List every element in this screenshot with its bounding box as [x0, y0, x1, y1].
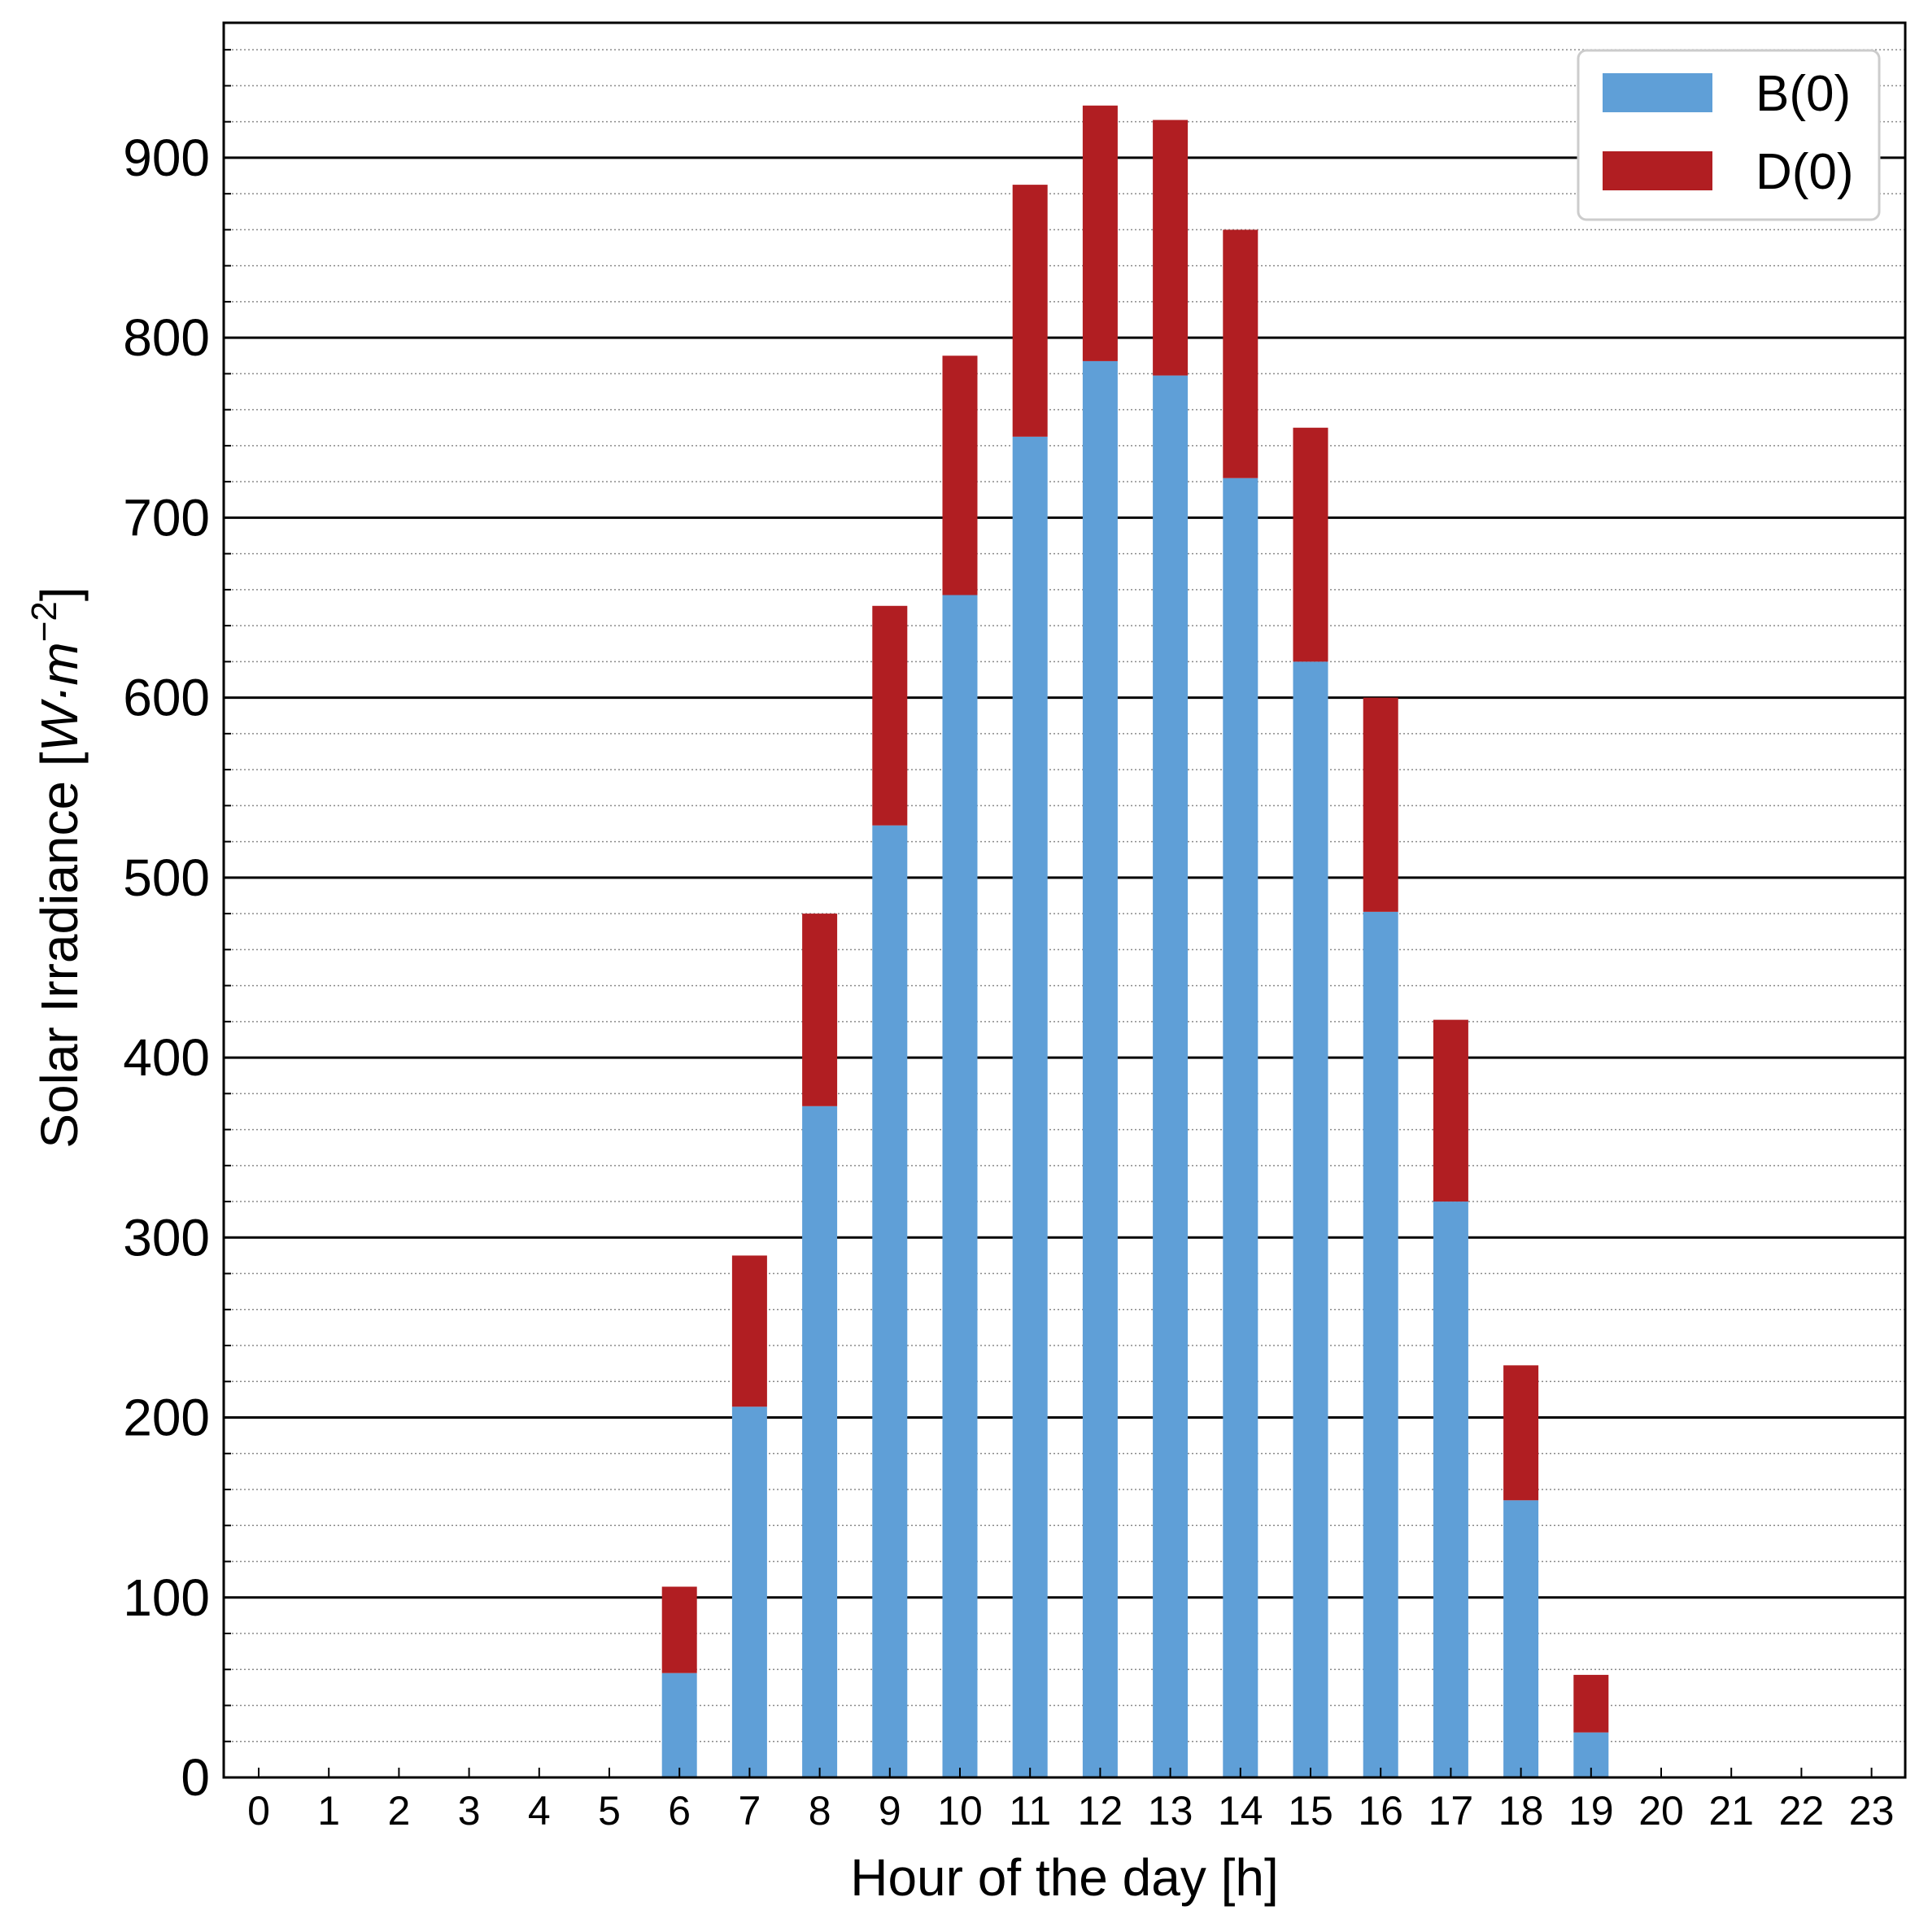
- bar-b0-hour-15: [1293, 661, 1328, 1778]
- y-tick-label: 0: [181, 1748, 210, 1807]
- legend-label: B(0): [1756, 66, 1851, 122]
- bar-d0-hour-17: [1433, 1019, 1468, 1202]
- grid-lines: [224, 49, 1905, 1742]
- bar-b0-hour-6: [661, 1673, 697, 1777]
- bar-b0-hour-17: [1433, 1202, 1468, 1777]
- bar-b0-hour-12: [1082, 360, 1118, 1778]
- x-tick-label: 4: [528, 1788, 551, 1834]
- legend-swatch: [1603, 73, 1712, 112]
- y-axis-title-text: Solar Irradiance [: [30, 752, 89, 1149]
- bar-b0-hour-11: [1012, 436, 1048, 1777]
- bar-d0-hour-14: [1223, 229, 1258, 478]
- x-tick-label: 21: [1708, 1788, 1754, 1834]
- legend-label: D(0): [1756, 144, 1854, 200]
- bar-d0-hour-13: [1153, 120, 1189, 376]
- legend-swatch: [1603, 151, 1712, 190]
- x-tick-label: 17: [1429, 1788, 1474, 1834]
- y-tick-label: 200: [123, 1389, 210, 1447]
- x-tick-label: 2: [387, 1788, 410, 1834]
- y-tick-label: 500: [123, 848, 210, 907]
- y-axis-title: Solar Irradiance [W·m−2]: [24, 587, 89, 1148]
- bar-d0-hour-8: [802, 914, 838, 1106]
- y-axis-title-unit: W·m: [30, 642, 89, 752]
- bar-d0-hour-12: [1082, 105, 1118, 361]
- bar-b0-hour-7: [731, 1406, 767, 1777]
- bar-d0-hour-11: [1012, 185, 1048, 437]
- x-tick-label: 15: [1288, 1788, 1333, 1834]
- x-tick-label: 1: [317, 1788, 340, 1834]
- x-tick-label: 12: [1078, 1788, 1123, 1834]
- y-axis-title-exponent: −2: [24, 601, 64, 642]
- x-tick-label: 13: [1148, 1788, 1193, 1834]
- bar-d0-hour-10: [942, 355, 978, 595]
- bar-b0-hour-16: [1363, 911, 1398, 1777]
- y-tick-label: 900: [123, 129, 210, 187]
- x-tick-label: 5: [598, 1788, 621, 1834]
- x-tick-label: 16: [1358, 1788, 1403, 1834]
- bar-d0-hour-19: [1573, 1674, 1609, 1733]
- y-tick-label: 100: [123, 1568, 210, 1627]
- x-tick-label: 20: [1638, 1788, 1684, 1834]
- x-tick-label: 6: [668, 1788, 691, 1834]
- ticks: [224, 49, 1873, 1777]
- bar-d0-hour-16: [1363, 697, 1398, 912]
- bars: [661, 105, 1609, 1778]
- bar-b0-hour-10: [942, 595, 978, 1777]
- bar-d0-hour-7: [731, 1255, 767, 1407]
- x-tick-label: 18: [1498, 1788, 1544, 1834]
- bar-b0-hour-14: [1223, 478, 1258, 1777]
- bar-d0-hour-15: [1293, 427, 1328, 662]
- x-tick-label: 8: [809, 1788, 831, 1834]
- y-axis-title-close: ]: [30, 587, 89, 601]
- y-tick-label: 300: [123, 1208, 210, 1267]
- x-tick-label: 23: [1849, 1788, 1895, 1834]
- y-tick-label: 700: [123, 488, 210, 547]
- y-tick-label: 400: [123, 1028, 210, 1087]
- x-tick-label: 3: [458, 1788, 481, 1834]
- x-tick-label: 19: [1568, 1788, 1614, 1834]
- y-tick-label: 800: [123, 308, 210, 367]
- x-tick-label: 11: [1009, 1788, 1051, 1834]
- bar-d0-hour-6: [661, 1586, 697, 1673]
- plot-frame: [222, 21, 1907, 1779]
- x-tick-label: 7: [738, 1788, 761, 1834]
- bar-d0-hour-9: [872, 605, 908, 826]
- x-axis-title: Hour of the day [h]: [850, 1848, 1279, 1907]
- y-tick-label: 600: [123, 669, 210, 727]
- x-tick-label: 9: [879, 1788, 901, 1834]
- x-tick-label: 0: [247, 1788, 270, 1834]
- legend: B(0) D(0): [1577, 49, 1881, 221]
- bar-b0-hour-13: [1153, 375, 1189, 1777]
- x-tick-label: 14: [1218, 1788, 1263, 1834]
- bar-d0-hour-18: [1503, 1365, 1539, 1501]
- x-tick-label: 10: [937, 1788, 983, 1834]
- x-tick-label: 22: [1779, 1788, 1825, 1834]
- bar-b0-hour-8: [802, 1106, 838, 1777]
- bar-b0-hour-9: [872, 825, 908, 1777]
- bar-b0-hour-18: [1503, 1500, 1539, 1777]
